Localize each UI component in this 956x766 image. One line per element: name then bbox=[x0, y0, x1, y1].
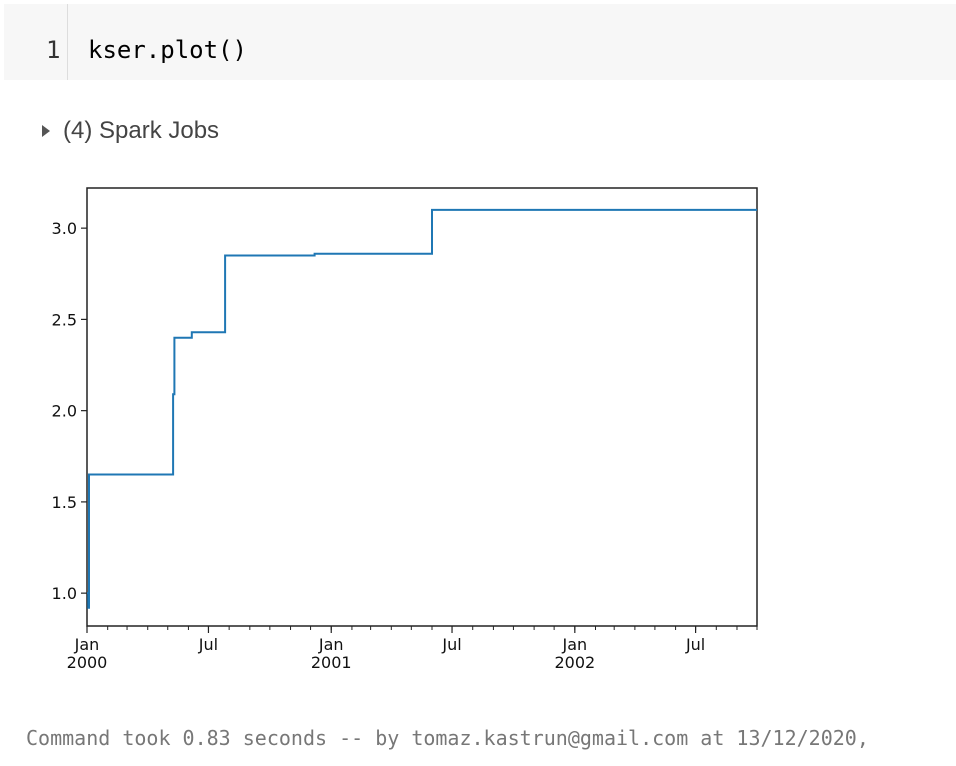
spark-jobs-toggle[interactable]: (4) Spark Jobs bbox=[42, 116, 219, 146]
y-tick-label: 2.5 bbox=[52, 310, 77, 329]
x-tick-label: Jul bbox=[685, 635, 705, 654]
command-status: Command took 0.83 seconds -- by tomaz.ka… bbox=[26, 726, 869, 750]
line-number: 1 bbox=[46, 36, 61, 64]
gutter-divider bbox=[67, 4, 68, 80]
x-tick-sublabel: 2000 bbox=[67, 653, 108, 672]
x-tick-sublabel: 2001 bbox=[311, 653, 352, 672]
y-tick-label: 1.5 bbox=[52, 493, 77, 512]
x-tick-label: Jan bbox=[318, 635, 344, 654]
y-tick-label: 3.0 bbox=[52, 219, 77, 238]
x-tick-label: Jan bbox=[74, 635, 100, 654]
series-line bbox=[87, 208, 757, 609]
spark-jobs-label: (4) Spark Jobs bbox=[63, 117, 220, 144]
x-tick-label: Jul bbox=[441, 635, 461, 654]
caret-right-icon[interactable] bbox=[42, 125, 50, 137]
plot-frame bbox=[86, 187, 758, 627]
code-cell[interactable]: 1 kser.plot() bbox=[4, 4, 956, 80]
y-axis: 1.0 1.5 2.0 2.5 3.0 bbox=[52, 219, 87, 603]
x-tick-label: Jul bbox=[198, 635, 218, 654]
y-tick-label: 2.0 bbox=[52, 402, 77, 421]
y-tick-label: 1.0 bbox=[52, 584, 77, 603]
code-editor[interactable]: kser.plot() bbox=[88, 36, 247, 64]
x-tick-label: Jan bbox=[561, 635, 587, 654]
x-tick-sublabel: 2002 bbox=[554, 653, 595, 672]
